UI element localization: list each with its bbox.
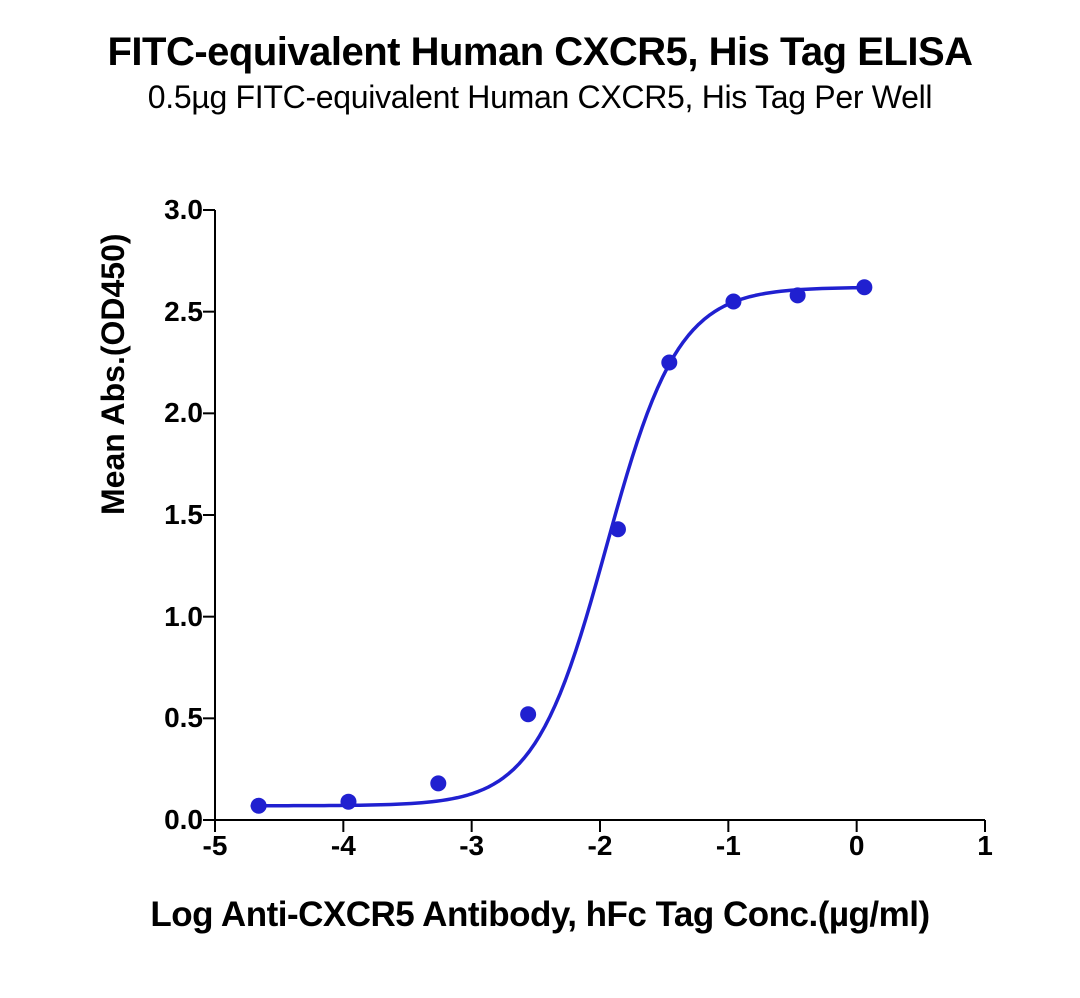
x-tick-label: -5 <box>203 830 228 862</box>
y-tick-label: 2.5 <box>164 296 203 328</box>
chart-subtitle: 0.5µg FITC-equivalent Human CXCR5, His T… <box>0 79 1080 116</box>
data-point <box>790 287 806 303</box>
chart-title: FITC-equivalent Human CXCR5, His Tag ELI… <box>0 30 1080 75</box>
chart-svg <box>215 210 985 820</box>
y-tick-label: 1.0 <box>164 601 203 633</box>
y-tick-label: 2.0 <box>164 397 203 429</box>
x-tick-label: -4 <box>331 830 356 862</box>
data-point <box>610 521 626 537</box>
y-tick-label: 3.0 <box>164 194 203 226</box>
x-tick-label: -2 <box>588 830 613 862</box>
data-point <box>725 294 741 310</box>
fit-curve <box>252 288 868 806</box>
data-point <box>251 798 267 814</box>
x-tick-label: -3 <box>459 830 484 862</box>
chart-plot-area: 0.00.51.01.52.02.53.0-5-4-3-2-101 <box>215 210 985 820</box>
data-point <box>430 775 446 791</box>
y-tick-label: 0.0 <box>164 804 203 836</box>
data-point <box>661 355 677 371</box>
x-tick-label: 1 <box>977 830 993 862</box>
title-block: FITC-equivalent Human CXCR5, His Tag ELI… <box>0 30 1080 116</box>
y-tick-label: 0.5 <box>164 702 203 734</box>
data-point <box>520 706 536 722</box>
data-point <box>856 279 872 295</box>
x-tick-label: 0 <box>849 830 865 862</box>
y-axis-label: Mean Abs.(OD450) <box>95 233 132 515</box>
data-point <box>340 794 356 810</box>
x-axis-label: Log Anti-CXCR5 Antibody, hFc Tag Conc.(µ… <box>0 895 1080 935</box>
y-tick-label: 1.5 <box>164 499 203 531</box>
x-tick-label: -1 <box>716 830 741 862</box>
